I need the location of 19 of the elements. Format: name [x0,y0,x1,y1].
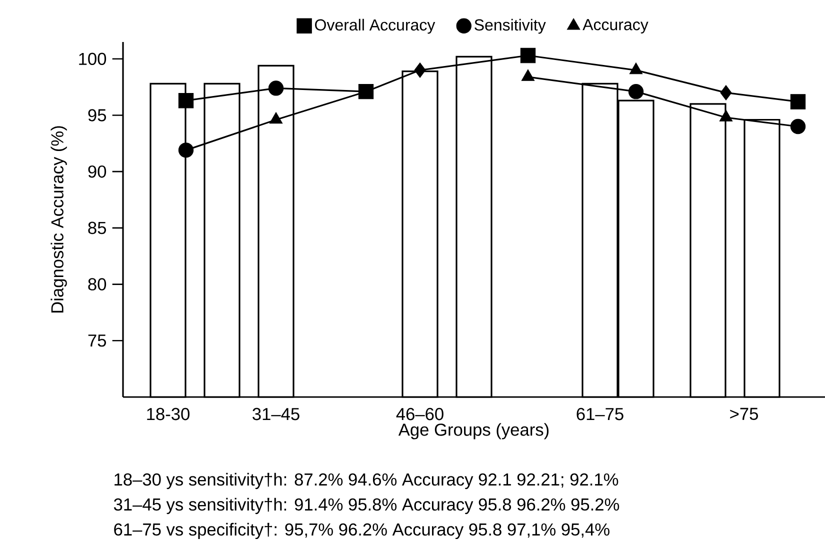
y-tick-label: 95 [88,109,106,122]
y-tick-label: 75 [88,334,106,347]
x-tick-label: 18-30 [147,408,190,420]
x-tick-label: >75 [730,408,758,420]
y-tick-label: 100 [79,52,106,66]
legend-label: Overall Accuracy [315,18,436,34]
legend-label: Sensitivity [474,18,546,34]
y-tick-label: 85 [88,222,106,234]
legend-label: Accuracy [582,19,648,34]
y-axis-title: Diagnostic Accuracy (%) [50,126,67,312]
x-tick-label: 61–75 [576,408,624,420]
text: 61–75 vs specificity†: 95,7% 96.2% Accuracy 95.8 97,1% 95,4% [114,522,610,540]
text: 18–30 ys sensitivity†h: 87.2% 94.6% Accuracy 92.1 92.21; 92.1% [114,472,618,490]
x-tick-label: 46–60 [396,408,444,420]
x-tick-label: 31–45 [252,408,300,420]
x-axis-title: Age Groups (years) [398,423,549,440]
y-tick-label: 90 [88,165,106,178]
y-tick-label: 80 [88,278,106,290]
text: 31–45 ys sensitivity†h: 91.4% 95.8% Accuracy 95.8 96.2% 95.2% [114,498,620,514]
